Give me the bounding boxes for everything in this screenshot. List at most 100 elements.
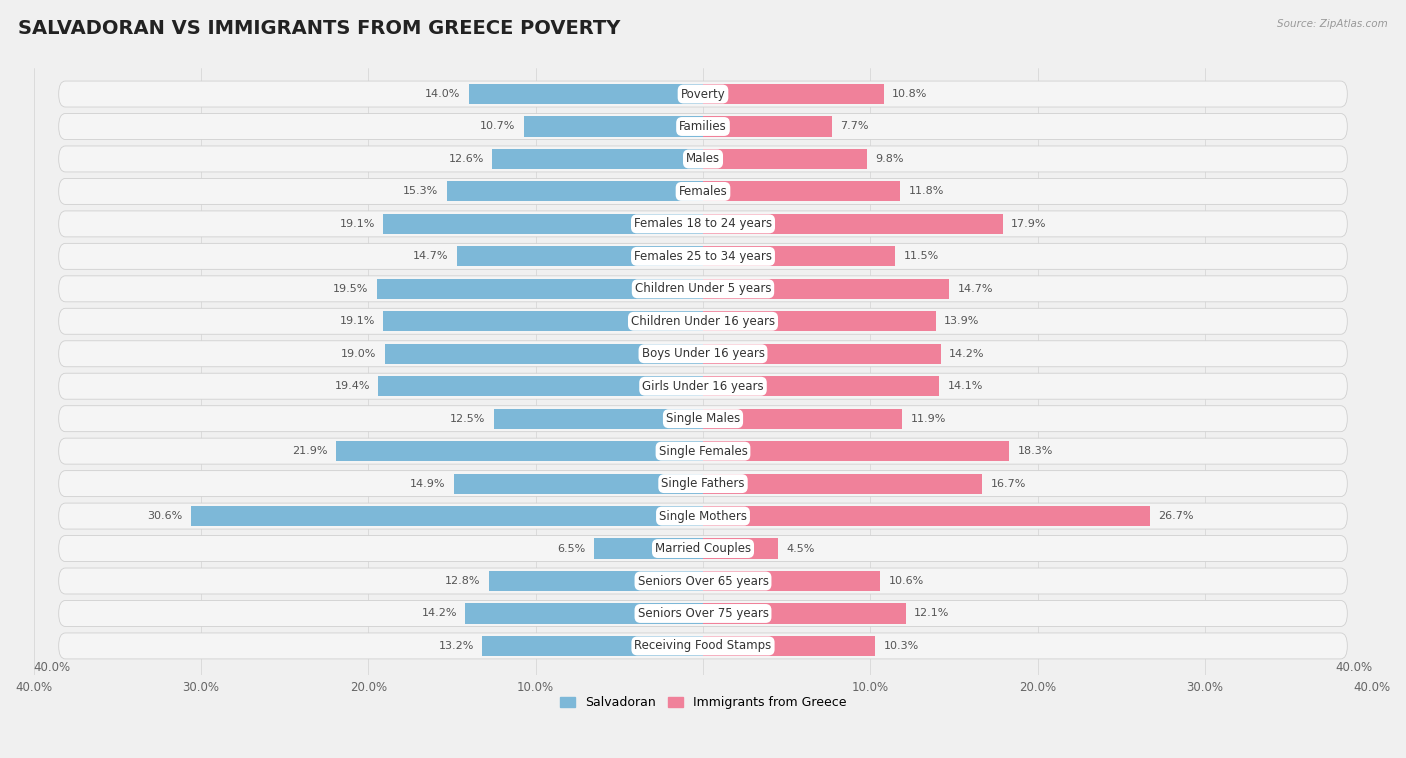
FancyBboxPatch shape	[59, 568, 1347, 594]
FancyBboxPatch shape	[59, 114, 1347, 139]
Bar	[703, 181, 900, 202]
FancyBboxPatch shape	[59, 309, 1347, 334]
Text: Boys Under 16 years: Boys Under 16 years	[641, 347, 765, 360]
FancyBboxPatch shape	[59, 373, 1347, 399]
FancyBboxPatch shape	[59, 341, 1347, 367]
Text: 4.5%: 4.5%	[787, 543, 815, 553]
Bar	[703, 214, 1002, 234]
Bar	[447, 181, 703, 202]
Text: 19.0%: 19.0%	[342, 349, 377, 359]
Bar	[494, 409, 703, 429]
Text: 21.9%: 21.9%	[292, 446, 328, 456]
Text: Children Under 5 years: Children Under 5 years	[634, 282, 772, 296]
Bar	[489, 571, 703, 591]
Text: 11.8%: 11.8%	[908, 186, 945, 196]
Text: Families: Families	[679, 120, 727, 133]
Text: 12.8%: 12.8%	[444, 576, 481, 586]
Bar	[703, 343, 941, 364]
Text: 19.4%: 19.4%	[335, 381, 370, 391]
Text: Females 25 to 34 years: Females 25 to 34 years	[634, 250, 772, 263]
Text: 14.7%: 14.7%	[957, 283, 993, 294]
Legend: Salvadoran, Immigrants from Greece: Salvadoran, Immigrants from Greece	[554, 691, 852, 715]
Bar	[703, 312, 935, 331]
Text: Source: ZipAtlas.com: Source: ZipAtlas.com	[1277, 19, 1388, 29]
Text: 13.2%: 13.2%	[439, 641, 474, 651]
Text: 12.6%: 12.6%	[449, 154, 484, 164]
Text: 9.8%: 9.8%	[876, 154, 904, 164]
FancyBboxPatch shape	[59, 471, 1347, 496]
Text: 40.0%: 40.0%	[1336, 661, 1372, 674]
Text: 6.5%: 6.5%	[558, 543, 586, 553]
Text: 12.1%: 12.1%	[914, 609, 949, 619]
Text: 40.0%: 40.0%	[34, 661, 70, 674]
FancyBboxPatch shape	[59, 633, 1347, 659]
Bar	[703, 571, 880, 591]
Bar	[492, 149, 703, 169]
Text: Poverty: Poverty	[681, 87, 725, 101]
Bar	[703, 474, 983, 493]
Text: 14.9%: 14.9%	[409, 478, 446, 489]
Bar	[595, 538, 703, 559]
Text: 10.8%: 10.8%	[893, 89, 928, 99]
Text: 15.3%: 15.3%	[404, 186, 439, 196]
FancyBboxPatch shape	[59, 438, 1347, 464]
Bar	[703, 279, 949, 299]
Bar	[377, 279, 703, 299]
FancyBboxPatch shape	[59, 211, 1347, 237]
Text: Females: Females	[679, 185, 727, 198]
FancyBboxPatch shape	[59, 178, 1347, 205]
Text: 13.9%: 13.9%	[943, 316, 980, 326]
FancyBboxPatch shape	[59, 600, 1347, 626]
Text: 14.0%: 14.0%	[425, 89, 460, 99]
Text: 11.5%: 11.5%	[904, 252, 939, 262]
Text: 14.2%: 14.2%	[949, 349, 984, 359]
Bar	[703, 441, 1010, 461]
Bar	[191, 506, 703, 526]
Bar	[703, 603, 905, 624]
Bar	[454, 474, 703, 493]
Bar	[703, 149, 868, 169]
Text: Married Couples: Married Couples	[655, 542, 751, 555]
Text: 10.3%: 10.3%	[884, 641, 920, 651]
Text: 14.1%: 14.1%	[948, 381, 983, 391]
FancyBboxPatch shape	[59, 81, 1347, 107]
Text: 14.7%: 14.7%	[413, 252, 449, 262]
Bar	[524, 117, 703, 136]
Text: Children Under 16 years: Children Under 16 years	[631, 315, 775, 327]
Text: Girls Under 16 years: Girls Under 16 years	[643, 380, 763, 393]
Text: 11.9%: 11.9%	[911, 414, 946, 424]
Bar	[384, 214, 703, 234]
Bar	[703, 117, 832, 136]
Text: Single Females: Single Females	[658, 445, 748, 458]
Text: 30.6%: 30.6%	[148, 511, 183, 521]
Bar	[703, 376, 939, 396]
Bar	[384, 312, 703, 331]
Text: Receiving Food Stamps: Receiving Food Stamps	[634, 640, 772, 653]
Bar	[482, 636, 703, 656]
Text: Single Mothers: Single Mothers	[659, 509, 747, 522]
Text: 7.7%: 7.7%	[841, 121, 869, 131]
Text: 10.6%: 10.6%	[889, 576, 924, 586]
Bar	[703, 409, 903, 429]
Bar	[703, 246, 896, 266]
FancyBboxPatch shape	[59, 536, 1347, 562]
Bar	[457, 246, 703, 266]
Text: 18.3%: 18.3%	[1018, 446, 1053, 456]
FancyBboxPatch shape	[59, 243, 1347, 269]
FancyBboxPatch shape	[59, 503, 1347, 529]
FancyBboxPatch shape	[59, 406, 1347, 431]
Text: Females 18 to 24 years: Females 18 to 24 years	[634, 218, 772, 230]
Bar	[703, 506, 1150, 526]
Text: Single Fathers: Single Fathers	[661, 477, 745, 490]
Bar	[378, 376, 703, 396]
Text: 16.7%: 16.7%	[991, 478, 1026, 489]
Text: 26.7%: 26.7%	[1159, 511, 1194, 521]
Text: Seniors Over 75 years: Seniors Over 75 years	[637, 607, 769, 620]
Bar	[703, 538, 779, 559]
Text: 12.5%: 12.5%	[450, 414, 485, 424]
Bar	[703, 636, 876, 656]
FancyBboxPatch shape	[59, 276, 1347, 302]
Text: Males: Males	[686, 152, 720, 165]
Text: 10.7%: 10.7%	[481, 121, 516, 131]
Text: 17.9%: 17.9%	[1011, 219, 1046, 229]
